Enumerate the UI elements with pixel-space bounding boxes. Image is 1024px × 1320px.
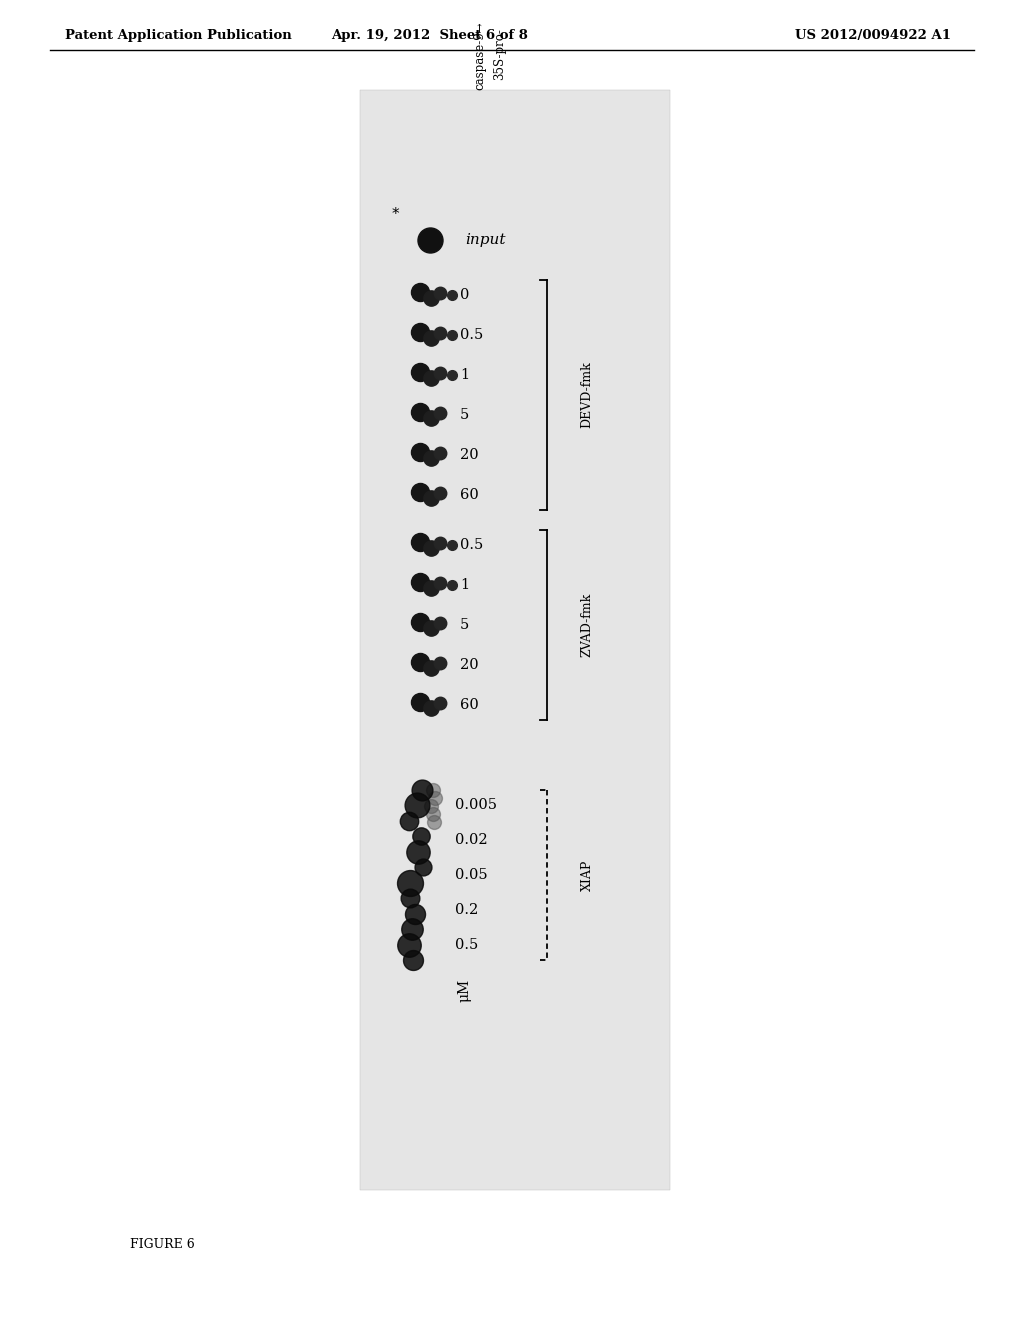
Text: 1: 1 xyxy=(460,578,469,591)
Text: 0.5: 0.5 xyxy=(460,327,483,342)
Text: FIGURE 6: FIGURE 6 xyxy=(130,1238,195,1251)
Text: ZVAD-fmk: ZVAD-fmk xyxy=(581,593,594,657)
Text: US 2012/0094922 A1: US 2012/0094922 A1 xyxy=(795,29,951,41)
Text: 60: 60 xyxy=(460,698,479,711)
Text: 20: 20 xyxy=(460,657,478,672)
Text: 35S-pro-: 35S-pro- xyxy=(494,28,507,81)
Text: input: input xyxy=(465,234,506,247)
Text: 0.5: 0.5 xyxy=(455,939,478,952)
Text: 5: 5 xyxy=(460,618,469,632)
Text: 0.5: 0.5 xyxy=(460,539,483,552)
Text: 20: 20 xyxy=(460,447,478,462)
Text: 1: 1 xyxy=(460,368,469,381)
Text: XIAP: XIAP xyxy=(581,859,594,891)
Text: Patent Application Publication: Patent Application Publication xyxy=(65,29,292,41)
Text: 0.005: 0.005 xyxy=(455,799,497,812)
Text: μM: μM xyxy=(458,978,472,1002)
Text: caspase-9→: caspase-9→ xyxy=(473,21,486,90)
Text: 0.2: 0.2 xyxy=(455,903,478,917)
Text: DEVD-fmk: DEVD-fmk xyxy=(581,362,594,429)
Text: 0: 0 xyxy=(460,288,469,302)
Text: 0.02: 0.02 xyxy=(455,833,487,847)
Text: 5: 5 xyxy=(460,408,469,422)
Text: 0.05: 0.05 xyxy=(455,869,487,882)
FancyBboxPatch shape xyxy=(360,90,670,1191)
Text: 60: 60 xyxy=(460,488,479,502)
Text: Apr. 19, 2012  Sheet 6 of 8: Apr. 19, 2012 Sheet 6 of 8 xyxy=(332,29,528,41)
Text: *: * xyxy=(391,207,398,223)
